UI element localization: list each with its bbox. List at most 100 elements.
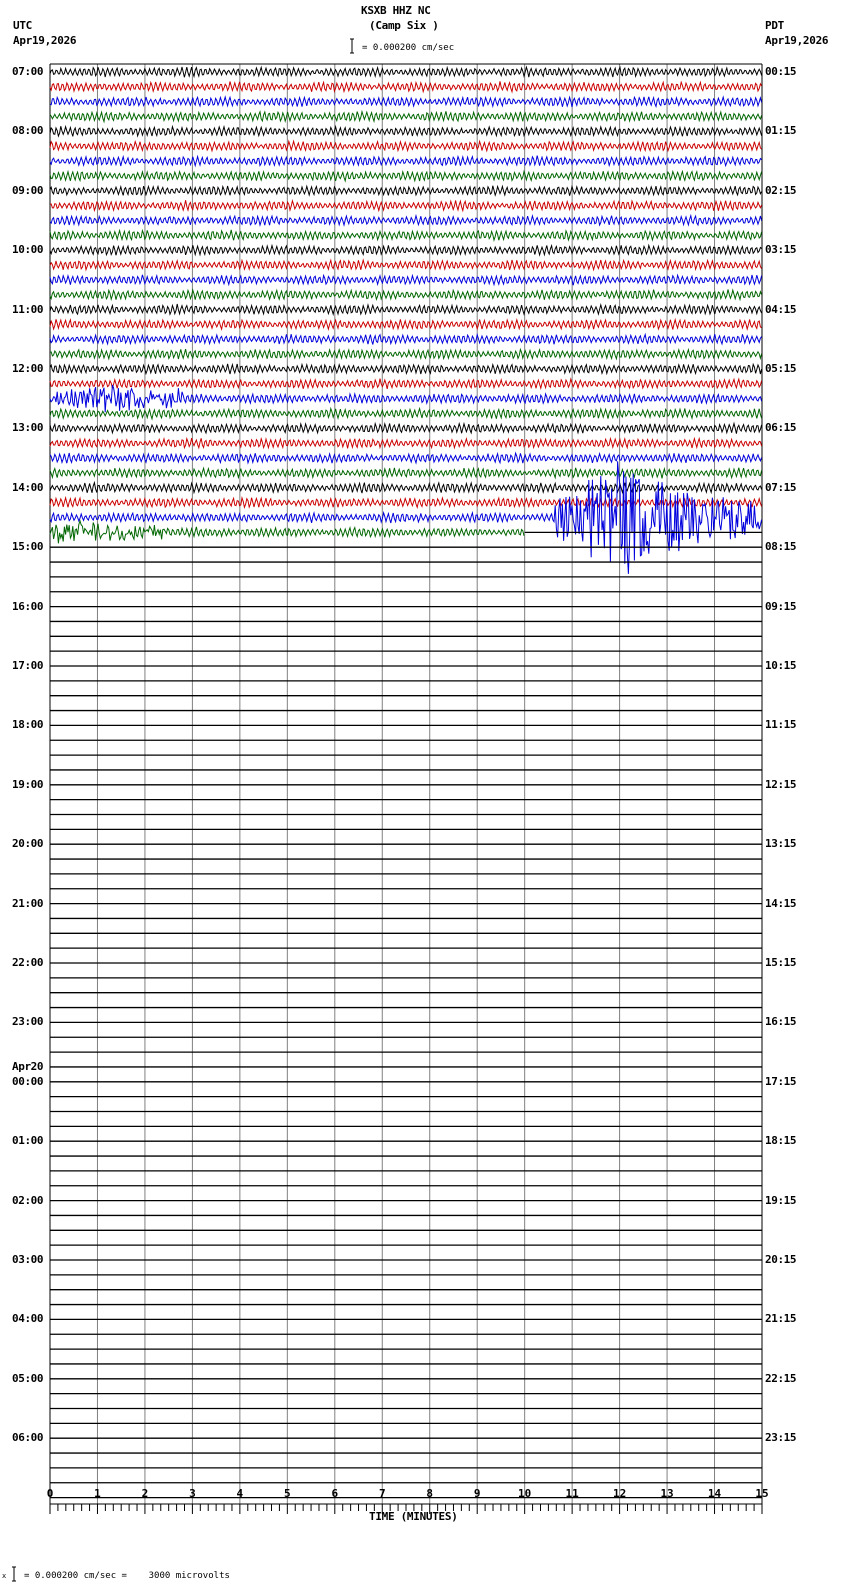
seismic-trace [49,377,763,391]
utc-hour-label: 23:00 [12,1015,44,1029]
pdt-hour-label: 16:15 [765,1015,797,1029]
pdt-hour-label: 09:15 [765,599,797,613]
scale-bar-icon [350,38,354,54]
utc-hour-label: 17:00 [12,659,44,672]
x-tick-label: 15 [755,1487,769,1500]
pdt-hour-label: 11:15 [765,718,797,732]
seismic-trace [49,451,763,465]
seismic-trace [49,406,763,421]
utc-hour-label: 01:00 [12,1134,44,1148]
pdt-hour-label: 05:15 [765,362,797,375]
seismic-trace [49,332,762,346]
utc-hour-label: 19:00 [12,777,44,791]
seismic-trace [49,65,763,79]
footer-scale-label: = 0.000200 cm/sec = 3000 microvolts [24,1571,230,1581]
x-tick-label: 14 [707,1487,722,1500]
x-tick-label: 12 [612,1487,627,1500]
seismic-trace [49,95,763,109]
station-location: (Camp Six ) [369,19,439,32]
seismic-trace [49,243,762,257]
seismic-trace [49,228,763,242]
x-tick-label: 1 [94,1487,101,1500]
pdt-hour-label: 22:15 [765,1371,797,1385]
pdt-hour-label: 01:15 [765,124,797,138]
pdt-hour-label: 12:15 [765,777,797,791]
right-timezone: PDT [765,19,784,32]
pdt-hour-label: 08:15 [765,540,797,554]
x-tick-label: 2 [141,1487,149,1500]
pdt-hour-label: 07:15 [765,480,797,494]
seismic-trace [49,436,763,450]
seismic-trace [49,466,763,480]
x-tick-label: 13 [660,1487,674,1500]
seismic-trace [49,213,763,228]
seismic-trace [49,421,763,435]
left-timezone: UTC [13,19,32,32]
x-tick-label: 6 [331,1487,339,1500]
seismic-trace [49,317,762,332]
utc-hour-label: 15:00 [12,540,44,554]
pdt-hour-label: 19:15 [765,1193,797,1207]
utc-hour-label: 07:00 [12,65,44,78]
seismic-trace [49,480,763,495]
seismic-trace [49,258,763,272]
seismic-trace [49,519,525,544]
utc-hour-label: 06:00 [12,1431,44,1445]
seismic-trace [49,302,763,317]
seismic-trace [49,362,763,376]
x-tick-label: 11 [565,1487,579,1500]
utc-hour-label: 00:00 [12,1074,44,1088]
utc-hour-label: 03:00 [12,1253,44,1266]
x-tick-label: 5 [284,1487,291,1500]
utc-hour-label: 10:00 [12,243,44,257]
pdt-hour-label: 13:15 [765,837,797,851]
seismic-trace [49,347,763,361]
seismic-trace [49,288,763,302]
x-axis-title: TIME (MINUTES) [369,1510,458,1523]
pdt-hour-label: 10:15 [765,659,797,672]
pdt-hour-label: 03:15 [765,243,797,257]
x-tick-label: 0 [46,1487,54,1500]
footer-prefix: x [2,1572,7,1580]
x-tick-label: 7 [378,1487,386,1500]
x-tick-label: 10 [518,1487,532,1500]
utc-hour-label: 18:00 [12,718,44,732]
station-title: KSXB HHZ NC [361,4,431,17]
utc-hour-label: 11:00 [12,302,44,316]
utc-hour-label: 04:00 [12,1312,44,1326]
seismic-trace [49,199,763,213]
utc-hour-label: 08:00 [12,124,44,138]
utc-hour-label: 02:00 [12,1193,44,1207]
scale-label: = 0.000200 cm/sec [362,43,455,53]
seismic-trace [49,139,762,153]
seismic-trace [49,184,763,197]
utc-date-label: Apr20 [12,1059,44,1073]
seismic-trace [49,124,763,138]
pdt-hour-label: 18:15 [765,1134,797,1148]
right-date: Apr19,2026 [765,34,829,47]
pdt-hour-label: 06:15 [765,421,797,435]
pdt-hour-label: 20:15 [765,1253,797,1266]
footer-scale-bar-icon [12,1566,16,1582]
utc-hour-label: 14:00 [12,480,44,494]
pdt-hour-label: 02:15 [765,183,797,197]
seismic-trace [49,109,763,124]
utc-hour-label: 12:00 [12,362,44,375]
utc-hour-label: 16:00 [12,599,44,613]
seismic-trace [49,384,763,413]
pdt-hour-label: 23:15 [765,1431,797,1445]
seismic-trace [49,495,763,510]
x-tick-label: 9 [473,1487,481,1500]
utc-hour-label: 05:00 [12,1371,44,1385]
seismic-trace [49,273,763,287]
pdt-hour-label: 00:15 [765,65,797,78]
seismic-trace [49,80,763,94]
seismic-trace [49,461,763,574]
seismic-trace [49,169,763,183]
pdt-hour-label: 14:15 [765,896,797,910]
utc-hour-label: 13:00 [12,421,44,435]
x-tick-label: 8 [426,1487,434,1500]
pdt-hour-label: 04:15 [765,302,797,316]
x-tick-label: 4 [236,1487,244,1500]
